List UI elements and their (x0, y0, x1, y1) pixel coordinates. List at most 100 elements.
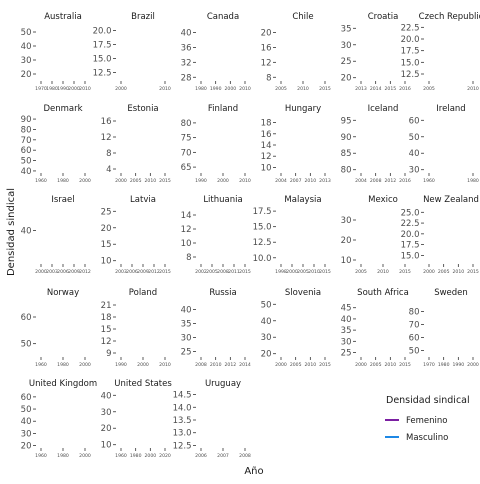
y-tick-label-uruguay-1: 14.0 (173, 403, 192, 413)
y-tick-label-sweden-1: 70 (409, 320, 420, 330)
x-tick-label-croatia-3: 2016 (399, 86, 411, 92)
panel-title-latvia: Latvia (130, 195, 156, 205)
y-tick-label-lithuania-0: 14 (181, 211, 192, 221)
y-tick-label-united-kingdom-2: 40 (21, 417, 32, 427)
x-tick-label-estonia-0: 2000 (115, 178, 127, 184)
x-tick-label-united-states-2: 2000 (144, 453, 156, 459)
y-tick-label-latvia-3: 10 (101, 257, 112, 267)
x-tick-label-croatia-0: 2013 (355, 86, 367, 92)
y-tick-label-mexico-0: 30 (341, 216, 352, 226)
y-tick-label-iceland-2: 85 (341, 149, 352, 159)
x-tick-label-lithuania-1: 2005 (206, 269, 218, 275)
y-tick-label-australia-2: 30 (21, 56, 32, 66)
panel-title-estonia: Estonia (127, 104, 158, 114)
x-tick-label-new-zealand-3: 2015 (467, 269, 479, 275)
x-tick-label-norway-1: 1980 (57, 362, 69, 368)
x-tick-label-hungary-3: 2013 (319, 178, 331, 184)
x-tick-label-iceland-1: 2008 (370, 178, 382, 184)
x-tick-label-south-africa-0: 2000 (355, 362, 367, 368)
y-tick-label-poland-2: 15 (101, 325, 112, 335)
y-tick-label-finland-1: 75 (181, 134, 192, 144)
y-tick-label-latvia-0: 25 (101, 207, 112, 217)
x-tick-label-uruguay-2: 2008 (239, 453, 251, 459)
panel-title-united-kingdom: United Kingdom (29, 379, 97, 389)
y-tick-label-chile-3: 8 (266, 73, 271, 83)
x-tick-label-norway-0: 1960 (35, 362, 47, 368)
y-tick-label-hungary-3: 12 (261, 152, 272, 162)
y-tick-label-united-states-3: 10 (101, 441, 112, 451)
y-tick-label-lithuania-3: 8 (186, 253, 191, 263)
y-tick-label-russia-0: 40 (181, 305, 192, 315)
y-tick-label-brazil-3: 12.5 (93, 69, 112, 79)
legend: Densidad sindical Femenino Masculino (385, 395, 470, 443)
y-tick-label-ireland-3: 30 (409, 166, 420, 176)
x-tick-label-iceland-0: 2004 (355, 178, 367, 184)
y-tick-label-malaysia-3: 10.0 (253, 254, 272, 264)
x-tick-label-finland-1: 2000 (217, 178, 229, 184)
x-tick-label-latvia-0: 2003 (115, 269, 127, 275)
x-tick-label-brazil-0: 2000 (115, 86, 127, 92)
y-tick-label-chile-1: 16 (261, 43, 272, 53)
x-tick-label-mexico-2: 2015 (399, 269, 411, 275)
y-tick-label-sweden-0: 80 (409, 307, 420, 317)
x-tick-label-russia-1: 2010 (210, 362, 222, 368)
y-tick-label-czech-republic-2: 17.5 (401, 47, 420, 57)
panel-title-brazil: Brazil (131, 12, 155, 22)
x-tick-label-mexico-1: 2010 (377, 269, 389, 275)
y-tick-label-chile-0: 20 (261, 28, 272, 38)
x-tick-label-south-africa-2: 2010 (384, 362, 396, 368)
x-tick-label-chile-1: 2010 (297, 86, 309, 92)
y-tick-label-lithuania-2: 10 (181, 239, 192, 249)
x-tick-label-poland-2: 2010 (159, 362, 171, 368)
y-tick-label-south-africa-0: 45 (341, 304, 352, 314)
x-tick-label-canada-3: 2010 (239, 86, 251, 92)
y-tick-label-slovenia-2: 30 (261, 333, 272, 343)
panel-title-australia: Australia (44, 12, 82, 22)
y-tick-label-iceland-3: 80 (341, 166, 352, 176)
x-tick-label-hungary-1: 2007 (290, 178, 302, 184)
x-tick-label-finland-0: 1990 (195, 178, 207, 184)
y-tick-label-malaysia-0: 17.5 (253, 207, 272, 217)
x-tick-label-ireland-1: 1980 (467, 178, 479, 184)
x-tick-label-norway-2: 2000 (79, 362, 91, 368)
x-tick-label-latvia-4: 2015 (159, 269, 171, 275)
x-tick-label-czech-republic-0: 2005 (423, 86, 435, 92)
y-tick-label-ireland-2: 40 (409, 149, 420, 159)
y-tick-label-czech-republic-3: 15.0 (401, 58, 420, 68)
x-tick-label-hungary-2: 2010 (304, 178, 316, 184)
x-tick-label-sweden-2: 1990 (452, 362, 464, 368)
panel-title-canada: Canada (207, 12, 239, 22)
x-tick-label-russia-3: 2014 (239, 362, 251, 368)
y-tick-label-new-zealand-3: 17.5 (401, 241, 420, 251)
y-tick-label-united-states-1: 30 (101, 408, 112, 418)
x-tick-label-new-zealand-1: 2005 (438, 269, 450, 275)
y-tick-label-estonia-1: 12 (101, 133, 112, 143)
x-tick-label-australia-3: 2000 (68, 86, 80, 92)
x-tick-label-estonia-2: 2010 (144, 178, 156, 184)
y-tick-label-canada-2: 32 (181, 58, 192, 68)
y-tick-label-latvia-1: 20 (101, 224, 112, 234)
panel-title-croatia: Croatia (368, 12, 399, 22)
x-tick-label-denmark-1: 1980 (57, 178, 69, 184)
x-tick-label-israel-3: 2009 (68, 269, 80, 275)
y-tick-label-canada-0: 40 (181, 28, 192, 38)
x-tick-label-iceland-2: 2012 (384, 178, 396, 184)
y-tick-label-united-kingdom-4: 20 (21, 442, 32, 452)
y-tick-label-hungary-1: 16 (261, 130, 272, 140)
x-tick-label-united-kingdom-2: 2000 (79, 453, 91, 459)
x-tick-label-finland-2: 2010 (239, 178, 251, 184)
y-tick-label-norway-0: 60 (21, 313, 32, 323)
y-tick-label-canada-3: 28 (181, 73, 192, 83)
y-tick-label-south-africa-3: 30 (341, 337, 352, 347)
panel-title-lithuania: Lithuania (203, 195, 242, 205)
legend-label-masculino: Masculino (406, 433, 448, 443)
y-tick-label-poland-0: 21 (101, 301, 112, 311)
x-tick-label-sweden-3: 2000 (467, 362, 479, 368)
x-tick-label-denmark-0: 1960 (35, 178, 47, 184)
y-tick-label-lithuania-1: 12 (181, 225, 192, 235)
y-tick-label-poland-4: 9 (106, 349, 111, 359)
y-tick-label-russia-1: 35 (181, 319, 192, 329)
panel-title-sweden: Sweden (434, 288, 468, 298)
y-tick-label-hungary-4: 10 (261, 163, 272, 173)
panel-title-ireland: Ireland (436, 104, 465, 114)
